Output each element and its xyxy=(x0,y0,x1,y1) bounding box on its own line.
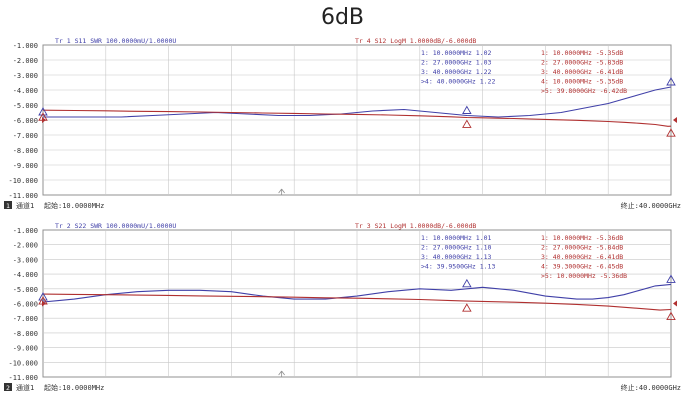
marker-readout-blue: 3: 40.0000GHz 1.13 xyxy=(421,253,492,261)
marker-triangle xyxy=(38,292,48,301)
footer-channel: 通道1 xyxy=(16,201,34,210)
footer-stop: 终止:40.0000GHz xyxy=(621,383,681,392)
marker-readout-red: 4: 39.3000GHz -6.45dB xyxy=(541,263,623,271)
marker-triangle xyxy=(462,278,472,288)
y-tick-label: -8.000 xyxy=(13,147,38,155)
y-tick-label: -6.000 xyxy=(13,117,38,125)
y-tick-label: -7.000 xyxy=(13,132,38,140)
y-tick-label: -4.000 xyxy=(13,87,38,95)
y-tick-label: -2.000 xyxy=(13,57,38,65)
marker-readout-blue: 1: 10.0000MHz 1.01 xyxy=(421,234,492,242)
trace-header-blue: Tr 2 S22 SWR 100.0000mU/1.0000U xyxy=(55,222,176,230)
marker-readout-blue: 1: 10.0000MHz 1.02 xyxy=(421,49,492,57)
footer-stop: 终止:40.0000GHz xyxy=(621,201,681,210)
marker-readout-blue: >4: 40.0000GHz 1.22 xyxy=(421,78,495,86)
chart-title: 6dB xyxy=(320,5,365,30)
y-tick-label: -1.000 xyxy=(13,227,38,235)
reference-arrow-left xyxy=(42,300,46,307)
reference-arrow-left xyxy=(42,117,46,123)
stimulus-arrow xyxy=(278,188,285,195)
y-tick-label: -9.000 xyxy=(13,345,38,353)
marker-readout-red: 4: 10.0000MHz -5.35dB xyxy=(541,78,623,86)
marker-triangle xyxy=(462,105,472,114)
reference-arrow-right xyxy=(673,117,677,123)
footer-channel: 通道1 xyxy=(16,383,34,392)
y-tick-label: -11.000 xyxy=(8,192,38,200)
y-tick-label: -5.000 xyxy=(13,102,38,110)
marker-triangle xyxy=(666,128,676,137)
footer-start: 起始:10.0000MHz xyxy=(44,383,104,392)
trace-header-red: Tr 4 S12 LogM 1.0000dB/-6.000dB xyxy=(355,37,476,45)
y-tick-label: -1.000 xyxy=(13,42,38,50)
marker-readout-red: >5: 10.0000MHz -5.36dB xyxy=(541,272,627,280)
y-tick-label: -3.000 xyxy=(13,72,38,80)
trace-line xyxy=(43,86,672,118)
footer-start: 起始:10.0000MHz xyxy=(44,201,104,210)
marker-triangle xyxy=(462,303,472,312)
marker-readout-blue: 3: 40.0000GHz 1.22 xyxy=(421,68,492,76)
marker-triangle xyxy=(38,107,48,116)
trace-line xyxy=(42,283,672,303)
y-tick-label: -10.000 xyxy=(8,359,38,367)
y-tick-label: -6.000 xyxy=(13,301,38,309)
trace-line xyxy=(42,109,672,127)
marker-readout-red: >5: 39.8000GHz -6.42dB xyxy=(541,87,627,95)
channel-number-box xyxy=(4,383,12,391)
y-tick-label: -10.000 xyxy=(8,177,38,185)
marker-readout-blue: 2: 27.0000GHz 1.10 xyxy=(421,244,492,252)
marker-triangle xyxy=(666,77,676,86)
marker-readout-red: 1: 10.0000MHz -5.36dB xyxy=(541,234,623,242)
y-tick-label: -3.000 xyxy=(13,256,38,264)
trace-line xyxy=(42,293,672,311)
channel-number: 1 xyxy=(6,202,10,210)
marker-readout-blue: 2: 27.0000GHz 1.03 xyxy=(421,59,492,67)
trace-header-blue: Tr 1 S11 SWR 100.0000mU/1.0000U xyxy=(55,37,176,45)
y-tick-label: -11.000 xyxy=(8,374,38,382)
y-tick-label: -7.000 xyxy=(13,315,38,323)
marker-readout-red: 3: 40.0000GHz -6.41dB xyxy=(541,68,623,76)
stimulus-arrow xyxy=(278,370,285,377)
marker-triangle xyxy=(462,119,472,128)
y-tick-label: -4.000 xyxy=(13,271,38,279)
reference-arrow-right xyxy=(673,300,677,307)
y-tick-label: -5.000 xyxy=(13,286,38,294)
y-tick-label: -9.000 xyxy=(13,162,38,170)
channel-number: 2 xyxy=(6,384,10,392)
marker-readout-red: 3: 40.0000GHz -6.41dB xyxy=(541,253,623,261)
y-tick-label: -2.000 xyxy=(13,242,38,250)
marker-readout-red: 1: 10.0000MHz -5.35dB xyxy=(541,49,623,57)
y-tick-label: -8.000 xyxy=(13,330,38,338)
marker-readout-red: 2: 27.0000GHz -5.83dB xyxy=(541,59,623,67)
channel-number-box xyxy=(4,201,12,209)
trace-header-red: Tr 3 S21 LogM 1.0000dB/-6.000dB xyxy=(355,222,476,230)
marker-triangle xyxy=(666,311,676,320)
marker-triangle xyxy=(666,274,676,283)
marker-readout-red: 2: 27.0000GHz -5.84dB xyxy=(541,244,623,252)
marker-readout-blue: >4: 39.9500GHz 1.13 xyxy=(421,263,495,271)
